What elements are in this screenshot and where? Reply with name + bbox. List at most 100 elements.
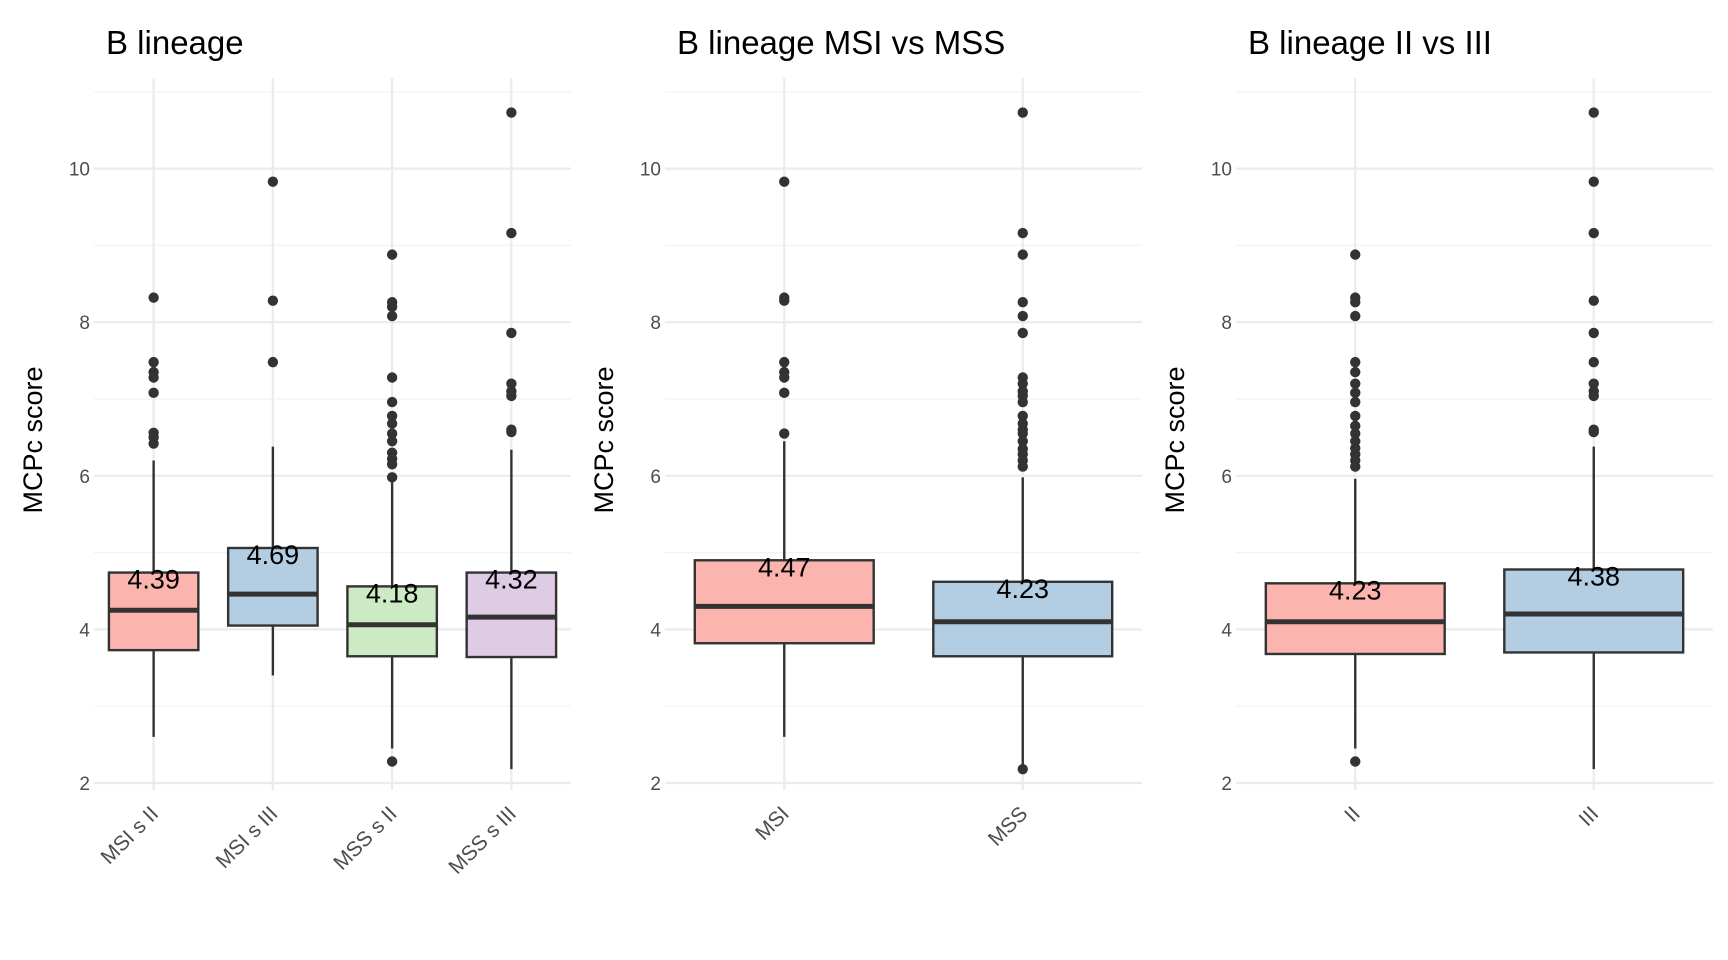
y-tick-label: 4 <box>650 620 661 641</box>
box-msi-s-ii: 4.39 <box>107 292 200 737</box>
mean-label: 4.47 <box>758 552 811 582</box>
outlier-point <box>1350 410 1361 422</box>
outlier-point <box>1350 396 1361 408</box>
outlier-point <box>148 356 159 368</box>
outlier-point <box>506 378 517 389</box>
outlier-point <box>1017 327 1028 339</box>
y-tick-label: 2 <box>1221 774 1232 795</box>
outlier-point <box>1350 366 1361 378</box>
box-body <box>693 559 875 645</box>
outlier-point <box>506 390 517 402</box>
box-iii: 4.38 <box>1503 107 1685 770</box>
outlier-point <box>1017 410 1028 422</box>
outlier-point <box>1017 297 1028 308</box>
mean-label: 4.32 <box>485 565 538 595</box>
panel-1: 2 4 6 8 10 4.39 MSI s II 4.69 MSI s III 4.18 MSS s… <box>18 24 571 879</box>
outlier-point <box>386 418 398 429</box>
outlier-point <box>148 387 159 399</box>
x-tick-label: III <box>1575 802 1604 831</box>
box-body <box>346 585 439 658</box>
x-tick-label: MSI s II <box>97 802 164 869</box>
y-tick-label: 6 <box>79 467 90 488</box>
panel-title: B lineage <box>106 24 244 61</box>
outlier-point <box>386 372 398 383</box>
outlier-point <box>386 428 398 439</box>
x-tick-label: II <box>1340 802 1365 827</box>
outlier-point <box>506 227 517 239</box>
mean-label: 4.39 <box>127 565 180 595</box>
y-tick-label: 6 <box>650 467 661 488</box>
y-tick-label: 10 <box>640 160 661 181</box>
y-tick-label: 10 <box>1211 160 1232 181</box>
outlier-point <box>386 756 398 767</box>
outlier-point <box>1588 327 1599 339</box>
y-axis-label: MCPc score <box>1160 366 1190 513</box>
y-tick-label: 2 <box>79 774 90 795</box>
mean-label: 4.23 <box>996 574 1049 604</box>
outlier-point <box>1017 378 1028 389</box>
panel-title: B lineage MSI vs MSS <box>677 24 1005 61</box>
outlier-point <box>1017 310 1028 322</box>
outlier-point <box>1588 390 1599 402</box>
outlier-point <box>779 176 790 187</box>
outlier-point <box>779 387 790 399</box>
outlier-point <box>1350 249 1361 260</box>
box-body <box>932 580 1114 658</box>
box-body <box>1503 568 1685 654</box>
outlier-point <box>1017 763 1028 775</box>
outlier-point <box>779 428 790 439</box>
outlier-point <box>1588 356 1599 368</box>
y-tick-label: 4 <box>79 620 90 641</box>
outlier-point <box>1588 295 1599 306</box>
outlier-point <box>267 176 279 187</box>
y-tick-label: 8 <box>650 313 661 334</box>
y-axis-label: MCPc score <box>18 366 48 513</box>
panel-2: 2 4 6 8 10 4.47 MSI 4.23 MSS B lineage MSI vs MSS… <box>589 24 1142 851</box>
outlier-point <box>1588 378 1599 389</box>
outlier-point <box>1017 107 1028 118</box>
x-tick-label: MSS <box>984 802 1032 850</box>
outlier-point <box>1350 461 1361 472</box>
box-body <box>1264 582 1446 656</box>
outlier-point <box>1350 297 1361 308</box>
outlier-point <box>506 107 517 118</box>
box-mss-s-ii: 4.18 <box>346 249 439 767</box>
outlier-point <box>779 295 790 306</box>
outlier-point <box>1588 426 1599 438</box>
mean-label: 4.38 <box>1567 561 1620 591</box>
box-mss-s-iii: 4.32 <box>465 107 558 770</box>
box-body <box>226 546 319 627</box>
box-mss: 4.23 <box>932 107 1114 775</box>
outlier-point <box>1350 310 1361 322</box>
outlier-point <box>386 301 398 313</box>
outlier-point <box>1350 420 1361 432</box>
box-msi-s-iii: 4.69 <box>226 176 319 676</box>
y-tick-label: 8 <box>79 313 90 334</box>
outlier-point <box>1588 107 1599 118</box>
outlier-point <box>779 356 790 368</box>
outlier-point <box>386 472 398 483</box>
outlier-point <box>386 249 398 260</box>
outlier-point <box>1350 387 1361 399</box>
outlier-point <box>1017 428 1028 439</box>
panel-3: 2 4 6 8 10 4.23 II 4.38 III B lineage II vs III MC… <box>1160 24 1713 831</box>
outlier-point <box>267 356 279 368</box>
mean-label: 4.23 <box>1329 575 1382 605</box>
y-tick-label: 2 <box>650 774 661 795</box>
x-tick-label: MSS s II <box>329 802 401 874</box>
outlier-point <box>506 426 517 438</box>
box-ii: 4.23 <box>1264 249 1446 767</box>
y-tick-label: 4 <box>1221 620 1232 641</box>
outlier-point <box>148 292 159 303</box>
outlier-point <box>148 438 159 449</box>
outlier-point <box>1017 436 1028 447</box>
y-tick-label: 8 <box>1221 313 1232 334</box>
outlier-point <box>1017 396 1028 408</box>
outlier-point <box>1588 176 1599 187</box>
outlier-point <box>1017 461 1028 472</box>
outlier-point <box>1350 756 1361 767</box>
y-tick-label: 10 <box>69 160 90 181</box>
outlier-point <box>386 410 398 422</box>
outlier-point <box>506 327 517 339</box>
